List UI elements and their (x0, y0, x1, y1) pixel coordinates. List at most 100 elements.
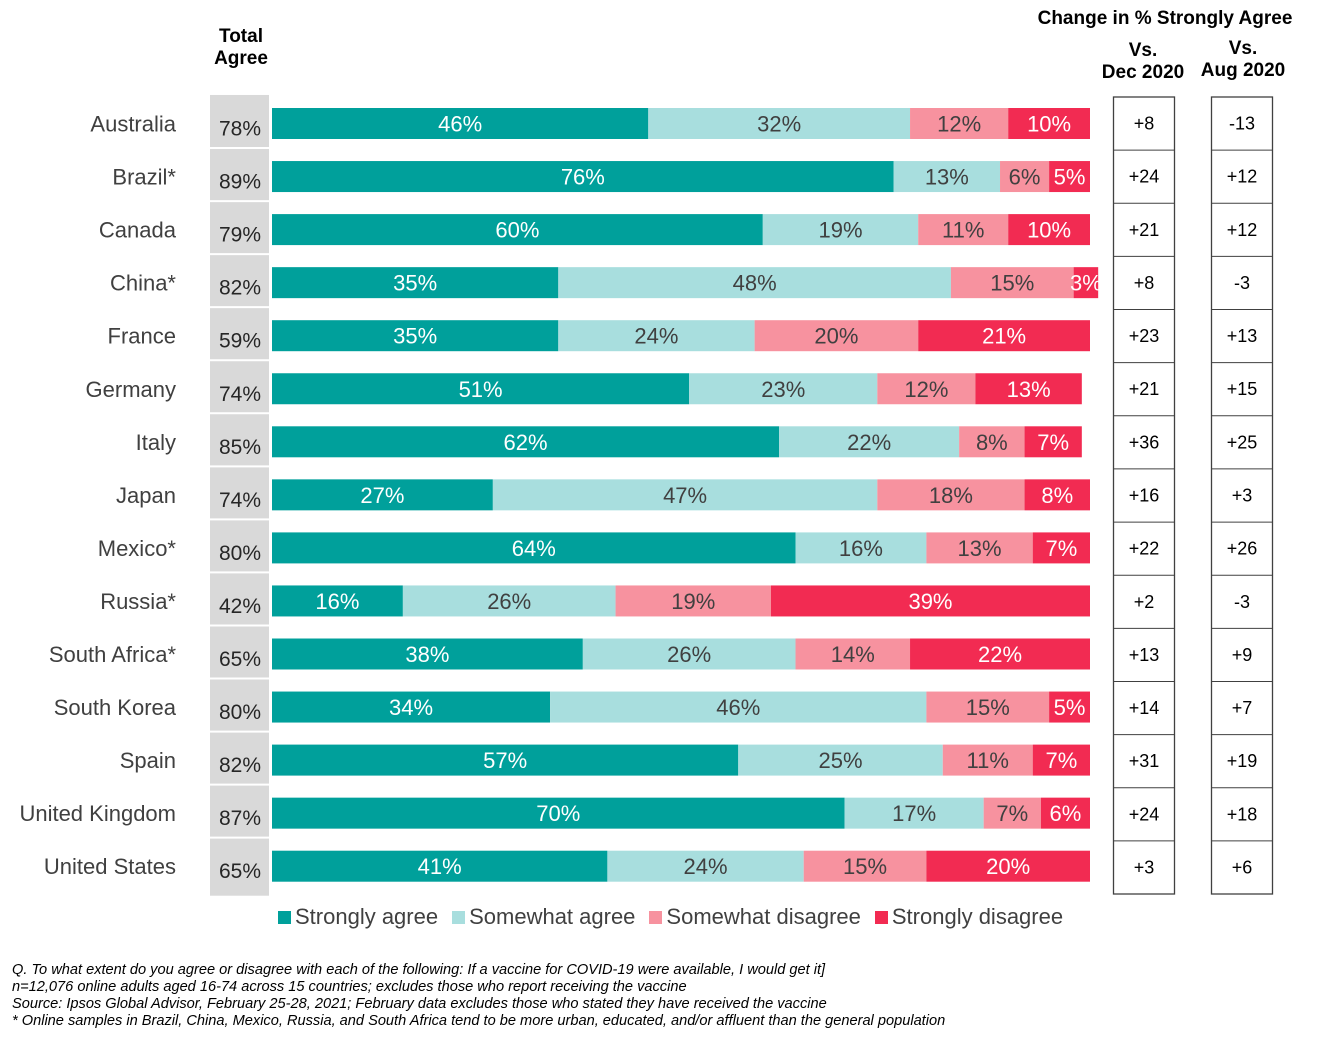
data-label-mexico-somewhat-disagree: 13% (958, 536, 1002, 561)
bar-segment-spain-strongly-agree (272, 744, 739, 776)
bar-segment-brazil-somewhat-disagree (1000, 161, 1050, 193)
bar-segment-italy-somewhat-agree (779, 426, 960, 458)
footnote-sample-caveat: * Online samples in Brazil, China, Mexic… (12, 1013, 946, 1029)
total-agree-header: Total Agree (200, 26, 282, 70)
bar-segment-france-somewhat-disagree (754, 320, 919, 352)
data-label-france-strongly-disagree: 21% (982, 324, 1026, 349)
bar-segment-mexico-somewhat-disagree (926, 532, 1033, 564)
bar-segment-france-strongly-agree (272, 320, 559, 352)
data-label-mexico-somewhat-agree: 16% (839, 536, 883, 561)
change-aug-south-korea: +7 (1232, 698, 1253, 718)
data-label-brazil-strongly-agree: 76% (561, 165, 605, 190)
bar-segment-spain-strongly-disagree (1032, 744, 1090, 776)
category-label-france: France (108, 324, 176, 349)
total-agree-france: 59% (219, 330, 261, 353)
data-label-france-somewhat-disagree: 20% (814, 324, 858, 349)
bar-segment-russia-somewhat-agree (402, 585, 616, 617)
data-label-south-africa-strongly-agree: 38% (405, 642, 449, 667)
total-agree-italy: 85% (219, 436, 261, 459)
bar-segment-canada-somewhat-disagree (918, 214, 1009, 246)
data-label-australia-somewhat-agree: 32% (757, 112, 801, 137)
legend-swatch-strongly-disagree (874, 910, 888, 924)
change-dec-mexico: +22 (1129, 539, 1160, 559)
bar-segment-united-states-strongly-agree (272, 850, 608, 882)
data-label-italy-strongly-disagree: 7% (1037, 430, 1069, 455)
bar-segment-germany-somewhat-agree (689, 373, 878, 405)
category-label-australia: Australia (90, 112, 176, 137)
bar-segment-china-strongly-disagree (1073, 267, 1099, 299)
change-aug-australia: -13 (1229, 114, 1255, 134)
change-dec-france: +23 (1129, 326, 1160, 346)
bar-segment-canada-somewhat-agree (762, 214, 919, 246)
change-dec-germany: +21 (1129, 379, 1160, 399)
total-agree-australia: 78% (219, 118, 261, 141)
total-agree-china: 82% (219, 277, 261, 300)
legend-swatch-strongly-agree (278, 910, 291, 924)
data-label-south-korea-strongly-agree: 34% (389, 695, 433, 720)
category-label-mexico: Mexico* (98, 536, 177, 561)
data-label-spain-somewhat-agree: 25% (818, 748, 862, 773)
data-label-australia-somewhat-disagree: 12% (937, 112, 981, 137)
bar-segment-china-somewhat-disagree (950, 267, 1074, 299)
legend-label-somewhat-disagree: Somewhat disagree (666, 904, 861, 929)
bar-segment-south-korea-strongly-disagree (1049, 691, 1090, 723)
bar-segment-japan-strongly-agree (272, 479, 493, 511)
change-dec-russia: +2 (1134, 592, 1155, 612)
data-label-mexico-strongly-disagree: 7% (1045, 536, 1077, 561)
data-label-canada-somewhat-disagree: 11% (942, 218, 984, 243)
data-label-australia-strongly-agree: 46% (438, 112, 482, 137)
vs-dec-header-line2: Dec 2020 (1101, 62, 1185, 83)
data-label-spain-strongly-disagree: 7% (1045, 748, 1077, 773)
data-label-china-strongly-disagree: 3% (1070, 271, 1102, 296)
bar-segment-united-kingdom-strongly-disagree (1040, 797, 1090, 829)
change-dec-box (1112, 96, 1176, 895)
change-dec-spain: +31 (1129, 751, 1160, 771)
category-label-south-korea: South Korea (54, 695, 177, 720)
vs-aug-header-line1: Vs. (1228, 38, 1258, 59)
bar-segment-russia-strongly-disagree (770, 585, 1090, 617)
bar-segment-south-korea-somewhat-disagree (926, 691, 1050, 723)
legend-item-somewhat-disagree: Somewhat disagree (649, 904, 861, 930)
change-aug-italy: +25 (1227, 432, 1258, 452)
category-label-germany: Germany (86, 377, 176, 402)
footnote-source: Source: Ipsos Global Advisor, February 2… (12, 996, 827, 1012)
bar-segment-italy-strongly-agree (272, 426, 780, 458)
change-aug-united-states: +6 (1232, 857, 1253, 877)
change-dec-china: +8 (1134, 273, 1155, 293)
bar-segment-mexico-strongly-disagree (1032, 532, 1090, 564)
bar-segment-canada-strongly-agree (272, 214, 763, 246)
data-label-japan-somewhat-disagree: 18% (929, 483, 973, 508)
bar-segment-south-africa-strongly-disagree (910, 638, 1090, 670)
bar-segment-spain-somewhat-disagree (942, 744, 1033, 776)
vs-dec-header-line1: Vs. (1128, 40, 1158, 61)
category-label-china: China* (110, 271, 176, 296)
change-aug-united-kingdom: +18 (1227, 804, 1258, 824)
data-label-south-africa-somewhat-agree: 26% (667, 642, 711, 667)
data-label-spain-somewhat-disagree: 11% (967, 748, 1009, 773)
legend-item-strongly-agree: Strongly agree (278, 904, 438, 930)
bar-segment-canada-strongly-disagree (1008, 214, 1090, 246)
bar-segment-south-africa-somewhat-agree (582, 638, 796, 670)
change-aug-south-africa: +9 (1232, 645, 1253, 665)
data-label-china-strongly-agree: 35% (393, 271, 437, 296)
category-label-south-africa: South Africa* (49, 642, 177, 667)
data-label-japan-strongly-agree: 27% (360, 483, 404, 508)
change-aug-japan: +3 (1232, 486, 1253, 506)
bar-segment-south-africa-strongly-agree (272, 638, 583, 670)
bar-segment-south-korea-somewhat-agree (550, 691, 927, 723)
change-dec-brazil: +24 (1129, 167, 1160, 187)
vs-aug-header-line2: Aug 2020 (1200, 60, 1286, 81)
total-agree-header-line2: Agree (214, 48, 268, 69)
legend-item-strongly-disagree: Strongly disagree (874, 904, 1063, 930)
vs-aug-header: Vs. Aug 2020 (1190, 38, 1296, 82)
data-label-china-somewhat-agree: 48% (733, 271, 777, 296)
data-label-brazil-somewhat-disagree: 6% (1009, 165, 1041, 190)
bar-segment-spain-somewhat-agree (738, 744, 943, 776)
data-label-united-states-somewhat-disagree: 15% (843, 854, 887, 879)
bar-segment-japan-strongly-disagree (1024, 479, 1090, 511)
category-label-brazil: Brazil* (112, 165, 176, 190)
change-dec-australia: +8 (1134, 114, 1155, 134)
bar-segment-united-kingdom-strongly-agree (272, 797, 845, 829)
bar-segment-germany-strongly-agree (272, 373, 690, 405)
bar-segment-japan-somewhat-agree (492, 479, 878, 511)
